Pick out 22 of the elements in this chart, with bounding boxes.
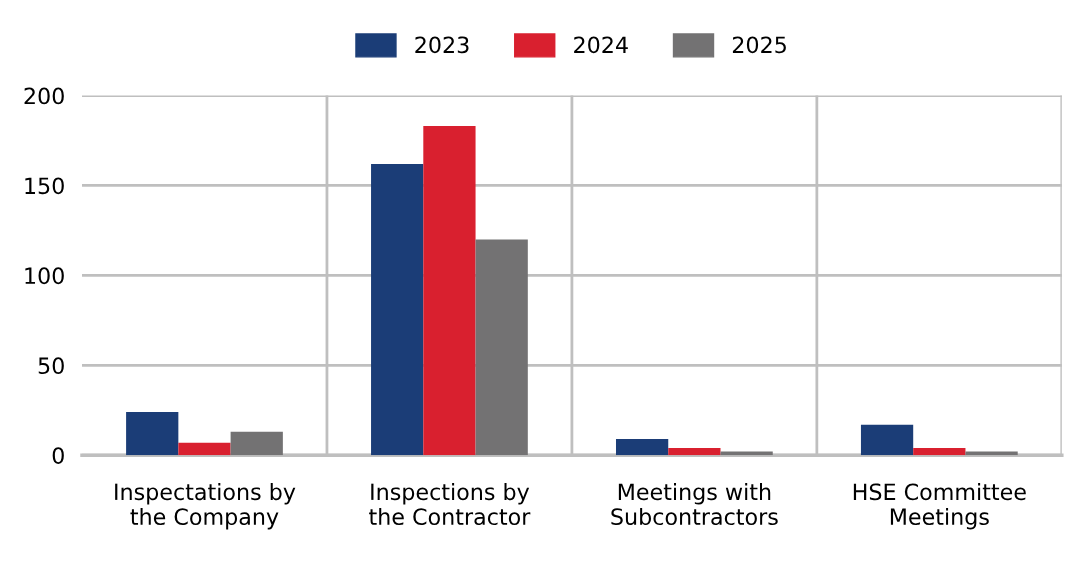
- x-tick-label: Inspections by the Contractor: [369, 483, 531, 526]
- bar: [668, 448, 721, 456]
- bar: [126, 412, 179, 456]
- legend-label: 2024: [574, 36, 628, 54]
- bar: [860, 424, 914, 456]
- legend-label: 2023: [415, 36, 469, 54]
- y-tick-label: 0: [52, 447, 64, 464]
- bar: [616, 439, 669, 456]
- x-tick-label: Meetings with Subcontractors: [611, 483, 778, 526]
- y-tick-label: 150: [25, 177, 64, 195]
- y-tick-label: 200: [24, 87, 64, 105]
- x-tick-label: HSE Committee Meetings: [853, 483, 1026, 530]
- legend-label: 2025: [732, 36, 786, 54]
- y-tick-label: 100: [25, 267, 64, 285]
- bar: [475, 239, 528, 456]
- bar: [913, 448, 966, 456]
- bar: [371, 163, 424, 456]
- bar: [423, 126, 476, 456]
- x-tick-label: Inspectations by the Company: [115, 483, 296, 530]
- y-tick-label: 50: [38, 357, 64, 375]
- bar: [230, 431, 283, 456]
- bar: [178, 442, 231, 456]
